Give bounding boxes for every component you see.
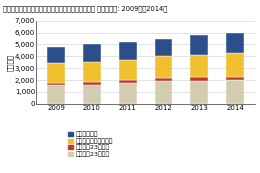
Bar: [154, 81, 172, 104]
Bar: [154, 39, 172, 56]
Y-axis label: （億円）: （億円）: [7, 54, 13, 71]
Bar: [190, 81, 208, 104]
Bar: [47, 85, 65, 104]
Bar: [190, 55, 208, 77]
Bar: [119, 60, 137, 80]
Bar: [154, 78, 172, 81]
Text: 国内コロケーション市場　データセンター所在地別 支出額予測: 2009年～2014年: 国内コロケーション市場 データセンター所在地別 支出額予測: 2009年～201…: [3, 5, 167, 12]
Bar: [190, 77, 208, 81]
Bar: [226, 33, 244, 53]
Bar: [47, 83, 65, 85]
Bar: [47, 63, 65, 83]
Bar: [119, 80, 137, 83]
Bar: [83, 62, 101, 82]
Bar: [226, 80, 244, 104]
Legend: その他の地域, 東京都以外の関東地方, 東京都（23区外）, 東京都（23区内）: その他の地域, 東京都以外の関東地方, 東京都（23区外）, 東京都（23区内）: [68, 132, 113, 157]
Bar: [226, 77, 244, 80]
Bar: [119, 83, 137, 104]
Bar: [154, 56, 172, 78]
Bar: [190, 35, 208, 55]
Bar: [47, 47, 65, 63]
Bar: [226, 53, 244, 77]
Bar: [83, 44, 101, 62]
Bar: [119, 42, 137, 60]
Bar: [83, 85, 101, 104]
Bar: [83, 82, 101, 85]
